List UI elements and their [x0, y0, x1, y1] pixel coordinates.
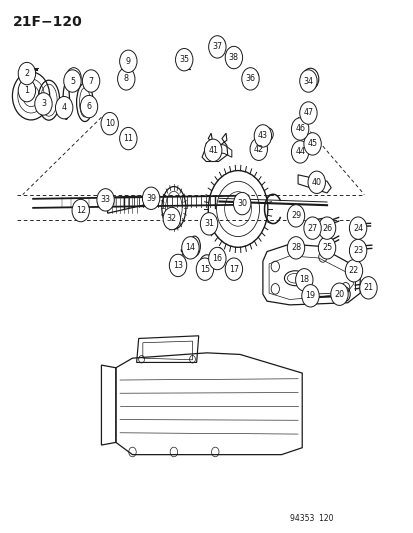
Text: 11: 11	[123, 134, 133, 143]
Text: 34: 34	[303, 77, 313, 85]
Circle shape	[359, 277, 376, 299]
Circle shape	[287, 237, 304, 259]
Circle shape	[175, 49, 192, 71]
Text: 33: 33	[100, 196, 110, 204]
Text: 43: 43	[257, 132, 267, 140]
Circle shape	[18, 79, 36, 102]
Text: 31: 31	[204, 220, 214, 228]
Circle shape	[204, 139, 221, 161]
Circle shape	[299, 70, 316, 92]
Text: 32: 32	[166, 214, 176, 223]
Text: 7: 7	[88, 77, 93, 85]
Circle shape	[307, 171, 325, 193]
Text: 30: 30	[237, 199, 247, 208]
Text: 19: 19	[305, 292, 315, 300]
Circle shape	[142, 187, 159, 209]
Circle shape	[299, 102, 316, 124]
Circle shape	[35, 93, 52, 115]
Circle shape	[119, 127, 137, 150]
Circle shape	[303, 133, 320, 155]
Circle shape	[287, 205, 304, 227]
Text: 3: 3	[41, 100, 46, 108]
Text: 1: 1	[24, 86, 29, 95]
Circle shape	[80, 95, 97, 118]
Text: 41: 41	[208, 146, 218, 155]
Text: 2: 2	[24, 69, 29, 78]
Text: 22: 22	[348, 266, 358, 275]
Text: 10: 10	[104, 119, 114, 128]
Circle shape	[225, 258, 242, 280]
Circle shape	[291, 141, 308, 163]
Text: 26: 26	[321, 224, 331, 232]
Text: 14: 14	[185, 244, 195, 252]
Text: 35: 35	[179, 55, 189, 64]
Circle shape	[330, 283, 347, 305]
Circle shape	[82, 70, 100, 92]
Circle shape	[249, 138, 267, 160]
Circle shape	[163, 207, 180, 230]
Text: 28: 28	[290, 244, 300, 252]
Circle shape	[225, 46, 242, 69]
Circle shape	[208, 36, 225, 58]
Circle shape	[301, 285, 318, 307]
Text: 23: 23	[352, 246, 362, 255]
Text: 45: 45	[307, 140, 317, 148]
Text: 5: 5	[70, 77, 75, 85]
Circle shape	[196, 258, 213, 280]
Text: 21F−120: 21F−120	[12, 15, 82, 29]
Text: 29: 29	[290, 212, 300, 220]
Circle shape	[119, 50, 137, 72]
Circle shape	[295, 269, 312, 291]
Text: 46: 46	[294, 125, 304, 133]
Circle shape	[18, 62, 36, 85]
Text: 18: 18	[299, 276, 309, 284]
Circle shape	[97, 189, 114, 211]
Circle shape	[318, 217, 335, 239]
Text: 12: 12	[76, 206, 85, 215]
Circle shape	[101, 112, 118, 135]
Circle shape	[349, 239, 366, 262]
Text: 4: 4	[62, 103, 66, 112]
Circle shape	[303, 217, 320, 239]
Text: 15: 15	[199, 265, 209, 273]
Text: 13: 13	[173, 261, 183, 270]
Circle shape	[64, 70, 81, 92]
Text: 24: 24	[352, 224, 362, 232]
Circle shape	[105, 117, 114, 128]
Text: 6: 6	[86, 102, 91, 111]
Text: 94353  120: 94353 120	[289, 514, 332, 523]
Circle shape	[200, 213, 217, 235]
Text: 25: 25	[321, 244, 331, 252]
Text: 9: 9	[126, 57, 131, 66]
Text: 38: 38	[228, 53, 238, 62]
Circle shape	[55, 96, 73, 119]
Circle shape	[233, 192, 250, 215]
Text: 21: 21	[363, 284, 373, 292]
Circle shape	[344, 260, 362, 282]
Circle shape	[318, 237, 335, 259]
Text: 40: 40	[311, 178, 321, 187]
Text: 8: 8	[123, 75, 128, 83]
Text: 27: 27	[307, 224, 317, 232]
Text: 42: 42	[253, 145, 263, 154]
Text: 44: 44	[294, 148, 304, 156]
Text: 16: 16	[212, 254, 222, 263]
Text: 20: 20	[334, 290, 344, 298]
Text: 17: 17	[228, 265, 238, 273]
Text: 47: 47	[303, 109, 313, 117]
Circle shape	[349, 217, 366, 239]
Text: 36: 36	[245, 75, 255, 83]
Circle shape	[208, 247, 225, 270]
Circle shape	[241, 68, 259, 90]
Text: 39: 39	[146, 194, 156, 203]
Text: 37: 37	[212, 43, 222, 51]
Circle shape	[254, 125, 271, 147]
Circle shape	[291, 118, 308, 140]
Circle shape	[181, 237, 199, 259]
Circle shape	[169, 254, 186, 277]
Circle shape	[72, 199, 89, 222]
Circle shape	[117, 68, 135, 90]
